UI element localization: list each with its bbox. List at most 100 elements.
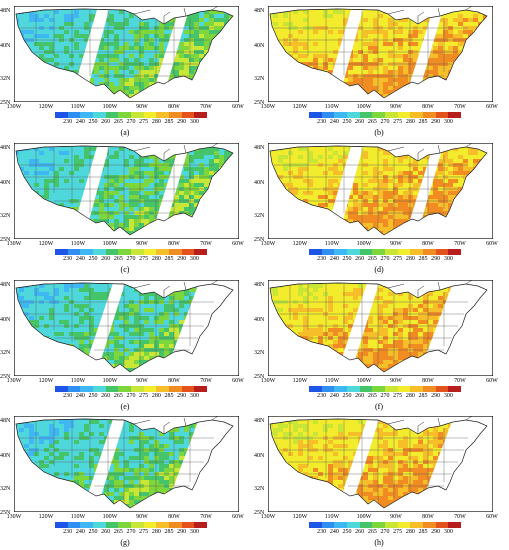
longitude-label: 130W [6,241,22,247]
latitude-label: 32N [254,76,265,82]
colorbar-tick-label: 240 [329,393,339,399]
colorbar-swatch [435,112,449,118]
longitude-label: 80W [168,241,180,247]
longitude-label: 100W [102,241,118,247]
colorbar-swatch [156,522,170,528]
colorbar-swatch [435,522,449,528]
coastline [15,8,234,99]
colorbar-tick-label: 280 [405,393,415,399]
colorbar-swatch [435,249,449,255]
colorbar-swatch [80,522,94,528]
colorbar-swatch [397,112,411,118]
longitude-label: 110W [324,378,340,384]
colorbar-swatch [80,112,94,118]
colorbar-tick-label: 290 [177,256,187,262]
latitude-label: 32N [254,350,265,356]
colorbar-ticks: 230 240 250 260 265 270 275 280 285 290 300 [309,529,461,537]
colorbar-swatch [105,522,119,528]
latitude-label: 48N [254,418,265,424]
latitude-label: 48N [0,145,11,151]
colorbar-swatch [131,386,144,392]
colorbar-tick-label: 270 [126,529,136,535]
longitude-label: 90W [390,104,402,110]
longitude-label: 110W [70,378,86,384]
colorbar-tick-label: 280 [151,393,161,399]
colorbar-tick-label: 300 [443,119,453,125]
colorbar-tick-label: 240 [75,256,85,262]
colorbar-tick-label: 230 [317,119,327,125]
colorbar-swatch [359,386,373,392]
colorbar-swatch [448,249,462,255]
colorbar-ticks: 230 240 250 260 265 270 275 280 285 290 300 [309,393,461,401]
colorbar-tick-label: 265 [113,256,123,262]
panel-caption: (e) [120,402,130,411]
colorbar-tick-label: 285 [164,529,174,535]
missing-swath [404,143,444,239]
colorbar-tick-label: 270 [126,256,136,262]
colorbar-tick-label: 290 [177,119,187,125]
colorbar-swatch [181,112,195,118]
colorbar-tick-label: 290 [431,119,441,125]
colorbar-swatch [321,112,335,118]
colorbar-swatch [309,249,322,255]
panel-e: 48N 40N 32N 25N 130W 120W 110W 100W 90W 80W 70W 60W… [0,278,250,413]
longitude-label: 130W [260,241,276,247]
colorbar-swatch [410,386,424,392]
colorbar-swatch [67,522,81,528]
colorbar [309,112,462,118]
colorbar-swatch [156,386,170,392]
colorbar-swatch [359,522,373,528]
colorbar [309,386,462,392]
colorbar-swatch [321,522,335,528]
colorbar-tick-label: 285 [418,393,428,399]
longitude-label: 110W [70,104,86,110]
colorbar [309,249,462,255]
latitude-label: 32N [254,486,265,492]
latitude-label: 48N [254,145,265,151]
colorbar-tick-label: 285 [418,119,428,125]
longitude-label: 110W [324,514,340,520]
longitude-label: 70W [454,241,466,247]
longitude-label: 70W [454,104,466,110]
latitude-label: 25N [0,510,11,516]
colorbar-tick-label: 240 [75,529,85,535]
colorbar-swatch [347,112,360,118]
colorbar-tick-label: 280 [405,529,415,535]
longitude-axis: 130W 120W 110W 100W 90W 80W 70W 60W [0,514,250,522]
colorbar-tick-label: 240 [75,119,85,125]
colorbar-swatch [448,112,462,118]
colorbar-tick-label: 280 [151,119,161,125]
colorbar-swatch [385,112,398,118]
colorbar-tick-label: 265 [113,393,123,399]
latitude-label: 25N [254,374,265,380]
longitude-label: 80W [422,378,434,384]
panel-caption: (f) [375,402,383,411]
colorbar-tick-label: 250 [88,393,98,399]
colorbar-tick-label: 250 [88,529,98,535]
map-d [268,143,493,239]
colorbar-tick-label: 260 [101,393,111,399]
longitude-label: 120W [292,241,308,247]
colorbar-tick-label: 265 [367,256,377,262]
missing-swath [336,280,380,376]
longitude-label: 60W [486,104,498,110]
colorbar-swatch [334,249,348,255]
longitude-label: 100W [356,378,372,384]
colorbar-swatch [410,249,424,255]
colorbar-swatch [169,112,182,118]
missing-swath [82,280,126,376]
latitude-label: 32N [0,486,11,492]
latitude-label: 25N [254,237,265,243]
latitude-label: 25N [0,100,11,106]
colorbar-swatch [55,249,68,255]
missing-swath [418,280,493,376]
longitude-label: 130W [260,514,276,520]
colorbar-swatch [423,386,436,392]
longitude-label: 120W [38,241,54,247]
longitude-label: 80W [422,514,434,520]
panel-caption: (d) [374,265,384,274]
latitude-label: 48N [254,282,265,288]
colorbar-swatch [194,249,208,255]
coastline [269,282,488,373]
colorbar-ticks: 230 240 250 260 265 270 275 280 285 290 300 [55,393,207,401]
